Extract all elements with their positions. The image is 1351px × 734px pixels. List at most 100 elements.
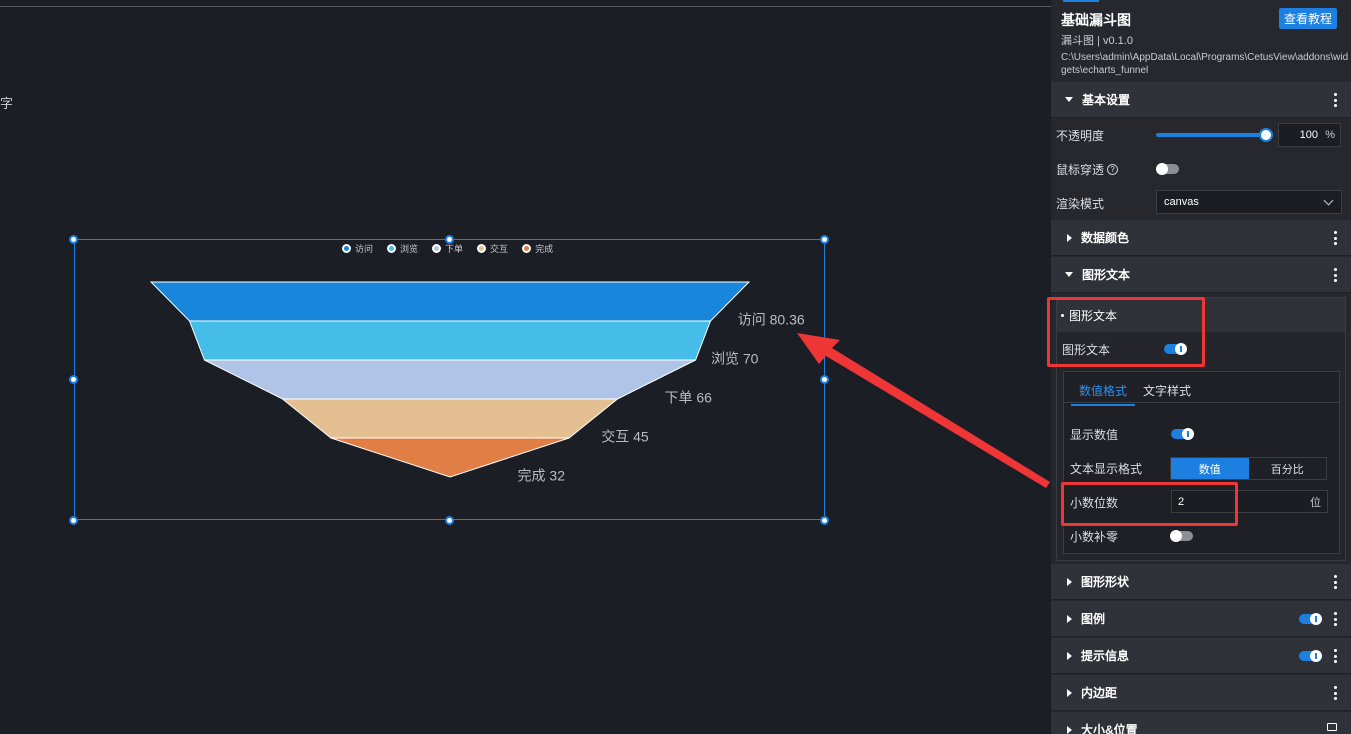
resize-handle-top-right[interactable]	[820, 235, 829, 244]
opacity-slider-thumb[interactable]	[1259, 128, 1273, 142]
funnel-segment-3[interactable]	[281, 398, 619, 439]
resize-handle-left[interactable]	[69, 375, 78, 384]
section-label: 数据颜色	[1081, 231, 1130, 245]
widget-path: C:\Users\admin\AppData\Local\Programs\Ce…	[1061, 52, 1349, 76]
section-data-color[interactable]: 数据颜色	[1051, 220, 1351, 256]
group-title: 图形文本	[1069, 308, 1118, 323]
section-basic-settings[interactable]: 基本设置	[1051, 82, 1351, 118]
legend-label: 完成	[535, 244, 554, 254]
legend-item[interactable]: 完成	[522, 242, 553, 255]
header-accent	[1063, 0, 1099, 2]
lock-icon[interactable]	[1327, 723, 1337, 731]
more-options-icon[interactable]	[1334, 268, 1337, 282]
widget-title: 基础漏斗图	[1061, 12, 1131, 28]
legend-label: 下单	[445, 244, 464, 254]
section-graphic-text[interactable]: 图形文本	[1051, 257, 1351, 293]
format-percent-option[interactable]: 百分比	[1270, 463, 1304, 476]
funnel-chart: 访问 80.36 浏览 70 下单 66 交互 45 完成 32	[149, 281, 805, 484]
section-label: 提示信息	[1081, 649, 1130, 663]
design-canvas[interactable]: 字 访问 浏览 下单 交互 完成 访问 80.36 浏览 70 下单 66 交互 45…	[0, 0, 1051, 734]
resize-handle-top-left[interactable]	[69, 235, 78, 244]
funnel-segment-1[interactable]	[188, 320, 712, 361]
show-value-toggle[interactable]	[1171, 428, 1194, 440]
graphic-text-toggle-label: 图形文本	[1062, 343, 1111, 357]
render-mode-row: 渲染模式 canvas	[1051, 186, 1351, 220]
legend-item[interactable]: 浏览	[387, 242, 418, 255]
legend-dot-icon	[342, 244, 351, 253]
funnel-segment-0[interactable]	[149, 281, 751, 322]
help-icon[interactable]: ?	[1107, 163, 1119, 175]
legend-dot-icon	[387, 244, 397, 253]
legend-item[interactable]: 交互	[477, 242, 508, 255]
annotation-box-decimal	[1061, 482, 1238, 526]
opacity-input[interactable]: 100 %	[1278, 123, 1341, 147]
chevron-down-icon	[1065, 272, 1073, 277]
legend-toggle[interactable]	[1299, 613, 1322, 625]
panel-header: 基础漏斗图 漏斗图 | v0.1.0 C:\Users\admin\AppDat…	[1051, 0, 1351, 82]
section-label: 图形形状	[1081, 575, 1130, 589]
section-label: 图例	[1081, 612, 1106, 626]
funnel-label-4: 完成 32	[518, 468, 566, 484]
opacity-label: 不透明度	[1056, 128, 1105, 143]
graphic-text-toggle[interactable]	[1164, 343, 1187, 355]
funnel-label-3: 交互 45	[601, 429, 649, 445]
funnel-segment-2[interactable]	[204, 359, 696, 400]
decimal-pad-label: 小数补零	[1070, 530, 1119, 544]
more-options-icon[interactable]	[1334, 649, 1337, 663]
resize-handle-top[interactable]	[445, 235, 454, 244]
tab-divider	[1064, 402, 1339, 403]
chevron-right-icon	[1067, 651, 1072, 660]
legend-item[interactable]: 访问	[342, 242, 373, 255]
resize-handle-bottom-right[interactable]	[820, 516, 829, 525]
offscreen-text-fragment: 字	[0, 96, 14, 111]
tab-text-style[interactable]: 文字样式	[1143, 384, 1192, 398]
canvas-ruler-line	[0, 6, 1051, 7]
format-value-option[interactable]: 数值	[1171, 458, 1249, 479]
section-size-position[interactable]: 大小&位置	[1051, 712, 1351, 734]
resize-handle-bottom[interactable]	[445, 516, 454, 525]
chevron-right-icon	[1067, 233, 1072, 242]
bullet-icon	[1061, 313, 1064, 317]
chevron-right-icon	[1067, 725, 1072, 734]
opacity-value: 100	[1299, 129, 1318, 141]
display-format-segmented: 数值 百分比	[1170, 457, 1327, 480]
more-options-icon[interactable]	[1334, 93, 1337, 107]
tab-number-format[interactable]: 数值格式	[1071, 382, 1135, 406]
section-label: 内边距	[1081, 686, 1118, 700]
decimal-places-input[interactable]: 2 位	[1171, 490, 1328, 513]
more-options-icon[interactable]	[1334, 612, 1337, 626]
opacity-slider-track[interactable]	[1156, 133, 1268, 137]
legend-label: 浏览	[400, 244, 419, 254]
more-options-icon[interactable]	[1334, 231, 1337, 245]
render-mode-label: 渲染模式	[1056, 196, 1105, 211]
render-mode-select[interactable]: canvas	[1156, 190, 1342, 214]
more-options-icon[interactable]	[1334, 575, 1337, 589]
opacity-row: 不透明度 100 %	[1051, 118, 1351, 152]
mouse-through-toggle[interactable]	[1156, 163, 1179, 175]
tutorial-button[interactable]: 查看教程	[1278, 8, 1337, 29]
section-padding[interactable]: 内边距	[1051, 675, 1351, 711]
section-graphic-shape[interactable]: 图形形状	[1051, 564, 1351, 600]
legend-item[interactable]: 下单	[432, 242, 463, 255]
opacity-unit: %	[1325, 129, 1335, 141]
chevron-down-icon	[1323, 195, 1334, 206]
section-tooltip[interactable]: 提示信息	[1051, 638, 1351, 674]
mouse-through-row: 鼠标穿透 ?	[1051, 152, 1351, 186]
decimal-places-label: 小数位数	[1070, 496, 1119, 510]
display-format-label: 文本显示格式	[1070, 462, 1143, 476]
more-options-icon[interactable]	[1334, 686, 1337, 700]
decimal-pad-toggle[interactable]	[1170, 530, 1193, 542]
chevron-down-icon	[1065, 97, 1073, 102]
funnel-segment-4[interactable]	[330, 437, 570, 478]
render-mode-value: canvas	[1164, 196, 1199, 208]
number-format-box: 数值格式 文字样式 显示数值 文本显示格式 小数位数 2 位 小数补零	[1063, 371, 1340, 554]
section-label: 基本设置	[1082, 93, 1131, 107]
legend-dot-icon	[522, 244, 532, 253]
legend-label: 交互	[490, 244, 509, 254]
annotation-box-graphic-text	[1047, 297, 1205, 367]
tooltip-toggle[interactable]	[1299, 650, 1322, 662]
resize-handle-bottom-left[interactable]	[69, 516, 78, 525]
group-header[interactable]: 图形文本	[1057, 298, 1345, 332]
legend-dot-icon	[477, 244, 487, 253]
section-legend[interactable]: 图例	[1051, 601, 1351, 637]
